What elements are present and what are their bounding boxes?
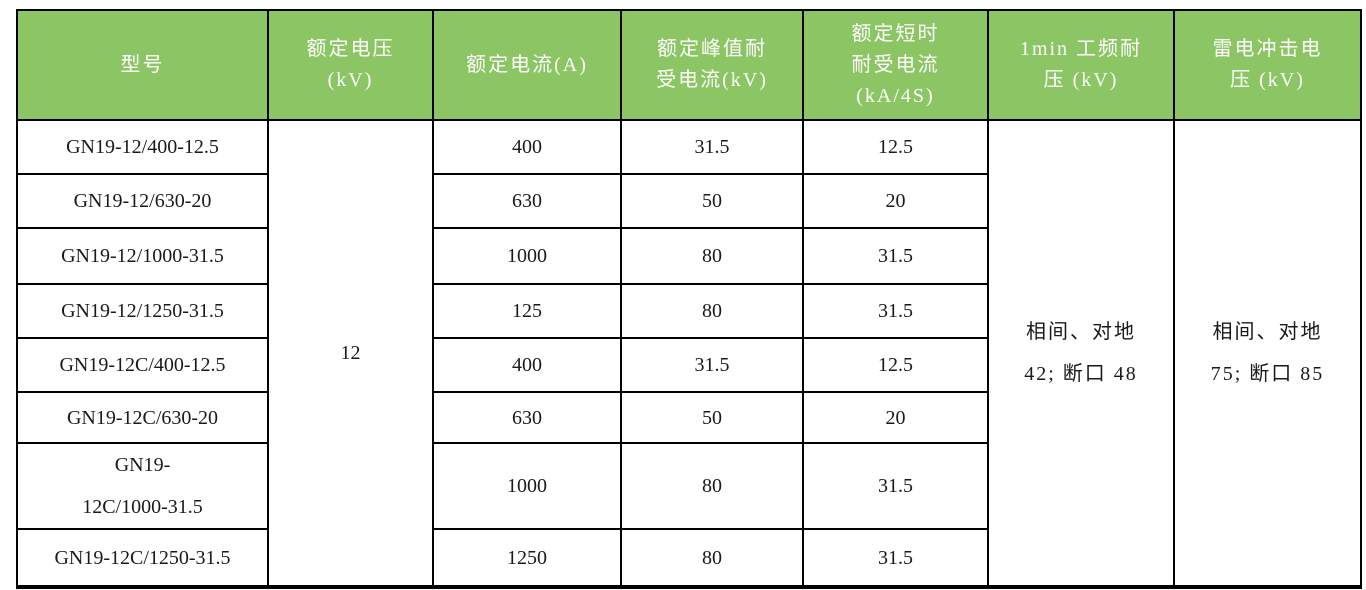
short-time-cell: 12.5 bbox=[802, 119, 989, 175]
current-cell: 400 bbox=[432, 119, 622, 175]
short-time-cell: 31.5 bbox=[802, 528, 989, 588]
short-time-cell: 12.5 bbox=[802, 337, 989, 393]
power-freq-merged-cell: 相间、对地 42; 断口 48 bbox=[987, 119, 1175, 588]
peak-cell: 50 bbox=[620, 391, 804, 444]
model-cell: GN19-12C/630-20 bbox=[16, 391, 269, 444]
col-header-power-freq: 1min 工频耐 压 (kV) bbox=[987, 9, 1175, 121]
table-row: GN19-12/1250-31.5 125 80 31.5 bbox=[16, 283, 1361, 339]
peak-cell: 50 bbox=[620, 173, 804, 229]
short-time-cell: 31.5 bbox=[802, 283, 989, 339]
model-cell: GN19-12/400-12.5 bbox=[16, 119, 269, 175]
table-row: GN19-12C/400-12.5 400 31.5 12.5 bbox=[16, 337, 1361, 393]
current-cell: 630 bbox=[432, 391, 622, 444]
model-cell: GN19-12/1000-31.5 bbox=[16, 227, 269, 285]
model-cell: GN19-12/1250-31.5 bbox=[16, 283, 269, 339]
table-row: GN19- 12C/1000-31.5 1000 80 31.5 bbox=[16, 442, 1361, 530]
table-row: GN19-12/1000-31.5 1000 80 31.5 bbox=[16, 227, 1361, 285]
current-cell: 1000 bbox=[432, 442, 622, 530]
col-header-lightning: 雷电冲击电 压 (kV) bbox=[1173, 9, 1362, 121]
table-row: GN19-12/400-12.5 12 400 31.5 12.5 相间、对地 … bbox=[16, 119, 1362, 588]
table-body: GN19-12/400-12.5 12 400 31.5 12.5 相间、对地 … bbox=[16, 119, 1362, 588]
current-cell: 400 bbox=[432, 337, 622, 393]
spec-table: 型号 额定电压 (kV) 额定电流(A) 额定峰值耐 受电流(kV) 额定短时 … bbox=[16, 9, 1362, 589]
col-header-model: 型号 bbox=[16, 9, 269, 121]
table-row: GN19-12/630-20 630 50 20 bbox=[16, 173, 1361, 229]
col-header-rated-voltage: 额定电压 (kV) bbox=[267, 9, 434, 121]
table-header: 型号 额定电压 (kV) 额定电流(A) 额定峰值耐 受电流(kV) 额定短时 … bbox=[16, 9, 1362, 121]
col-header-rated-current: 额定电流(A) bbox=[432, 9, 622, 121]
model-cell: GN19-12C/1250-31.5 bbox=[16, 528, 269, 588]
short-time-cell: 20 bbox=[802, 173, 989, 229]
current-cell: 125 bbox=[432, 283, 622, 339]
model-cell: GN19-12C/400-12.5 bbox=[16, 337, 269, 393]
peak-cell: 80 bbox=[620, 227, 804, 285]
col-header-peak-withstand: 额定峰值耐 受电流(kV) bbox=[620, 9, 804, 121]
peak-cell: 80 bbox=[620, 283, 804, 339]
current-cell: 630 bbox=[432, 173, 622, 229]
rated-voltage-merged-cell: 12 bbox=[267, 119, 434, 588]
col-header-short-time: 额定短时 耐受电流 (kA/4S) bbox=[802, 9, 989, 121]
short-time-cell: 20 bbox=[802, 391, 989, 444]
model-cell: GN19-12/630-20 bbox=[16, 173, 269, 229]
current-cell: 1000 bbox=[432, 227, 622, 285]
lightning-merged-cell: 相间、对地 75; 断口 85 bbox=[1173, 119, 1362, 588]
short-time-cell: 31.5 bbox=[802, 227, 989, 285]
peak-cell: 80 bbox=[620, 528, 804, 588]
table-row: GN19-12C/630-20 630 50 20 bbox=[16, 391, 1361, 444]
table-row: GN19-12C/1250-31.5 1250 80 31.5 bbox=[16, 528, 1361, 588]
header-row: 型号 额定电压 (kV) 额定电流(A) 额定峰值耐 受电流(kV) 额定短时 … bbox=[16, 9, 1362, 121]
peak-cell: 31.5 bbox=[620, 337, 804, 393]
peak-cell: 31.5 bbox=[620, 119, 804, 175]
model-cell: GN19- 12C/1000-31.5 bbox=[16, 442, 269, 530]
short-time-cell: 31.5 bbox=[802, 442, 989, 530]
current-cell: 1250 bbox=[432, 528, 622, 588]
peak-cell: 80 bbox=[620, 442, 804, 530]
